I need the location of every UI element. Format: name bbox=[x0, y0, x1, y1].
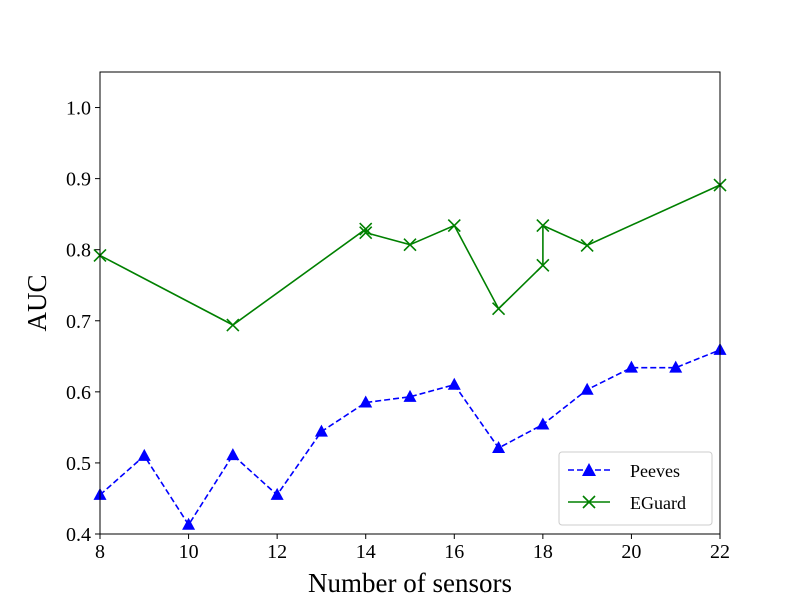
data-point-peeves bbox=[137, 448, 151, 461]
data-point-peeves bbox=[226, 448, 240, 461]
y-tick-label: 0.6 bbox=[66, 382, 91, 404]
data-point-peeves bbox=[403, 389, 417, 402]
data-point-peeves bbox=[182, 517, 196, 530]
x-tick-label: 22 bbox=[710, 541, 730, 563]
legend-eguard-label: EGuard bbox=[630, 493, 686, 513]
data-point-peeves bbox=[580, 382, 594, 395]
data-point-peeves bbox=[624, 360, 638, 373]
data-point-eguard bbox=[580, 238, 594, 252]
x-tick-label: 12 bbox=[267, 541, 287, 563]
data-point-peeves bbox=[669, 360, 683, 373]
y-tick-label: 0.9 bbox=[66, 169, 91, 191]
x-tick-label: 18 bbox=[533, 541, 553, 563]
x-tick-label: 16 bbox=[444, 541, 464, 563]
legend-peeves-marker bbox=[582, 463, 596, 476]
tick-layer: 8 10 12 14 16 18 20 22 0.4 0.5 0.6 0.7 0.8 0.9 1.0 bbox=[66, 98, 730, 563]
legend: Peeves EGuard bbox=[558, 451, 713, 526]
data-point-peeves bbox=[492, 440, 506, 453]
data-point-eguard bbox=[403, 238, 417, 252]
legend-eguard-marker bbox=[582, 495, 596, 509]
plot-frame bbox=[99, 71, 721, 535]
data-point-eguard bbox=[492, 302, 506, 316]
y-tick-label: 0.7 bbox=[66, 311, 91, 333]
x-tick-label: 10 bbox=[179, 541, 199, 563]
data-point-eguard bbox=[536, 258, 550, 272]
y-tick-label: 0.8 bbox=[66, 240, 91, 262]
y-tick-label: 0.4 bbox=[66, 524, 91, 546]
x-tick-label: 8 bbox=[95, 541, 105, 563]
x-tick-label: 14 bbox=[356, 541, 376, 563]
x-tick-label: 20 bbox=[621, 541, 641, 563]
data-point-peeves bbox=[536, 417, 550, 430]
series-line-peeves bbox=[99, 349, 721, 527]
data-point-eguard bbox=[447, 218, 461, 233]
y-tick-label: 0.5 bbox=[66, 453, 91, 475]
data-point-peeves bbox=[359, 395, 373, 408]
data-point-peeves bbox=[270, 487, 284, 500]
data-point-peeves bbox=[314, 424, 328, 437]
y-axis-label: AUC bbox=[22, 274, 52, 331]
data-point-peeves bbox=[447, 377, 461, 390]
data-point-eguard bbox=[359, 222, 373, 236]
legend-peeves-label: Peeves bbox=[630, 461, 680, 481]
data-point-eguard bbox=[226, 318, 240, 332]
x-axis-label: Number of sensors bbox=[308, 568, 512, 598]
data-point-eguard bbox=[359, 226, 373, 240]
data-point-eguard bbox=[536, 218, 550, 233]
y-tick-label: 1.0 bbox=[66, 98, 91, 120]
